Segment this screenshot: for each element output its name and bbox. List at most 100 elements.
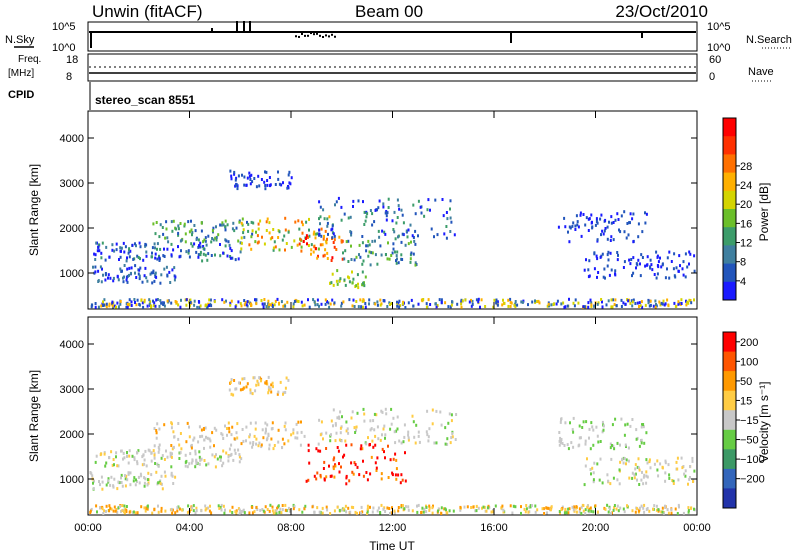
echo-cell xyxy=(197,238,200,242)
echo-cell xyxy=(693,298,695,302)
echo-cell xyxy=(186,421,189,425)
echo-cell xyxy=(390,302,393,305)
echo-cell xyxy=(138,274,141,278)
echo-cell xyxy=(633,476,636,480)
echo-cell xyxy=(95,241,98,245)
echo-cell xyxy=(547,302,550,306)
echo-cell xyxy=(249,433,251,437)
echo-cell xyxy=(217,504,220,508)
date-title: 23/Oct/2010 xyxy=(615,2,708,21)
echo-cell xyxy=(338,470,341,474)
echo-cell xyxy=(396,300,398,304)
echo-cell xyxy=(327,301,330,305)
echo-cell xyxy=(664,459,667,463)
echo-cell xyxy=(388,301,391,305)
echo-cell xyxy=(232,458,235,462)
echo-cell xyxy=(123,264,126,267)
echo-cell xyxy=(359,255,362,259)
echo-cell xyxy=(397,473,400,477)
echo-cell xyxy=(577,225,580,229)
echo-cell xyxy=(428,506,431,510)
echo-cell xyxy=(536,508,539,512)
echo-cell xyxy=(173,278,176,282)
echo-cell xyxy=(276,506,279,510)
echo-cell xyxy=(385,218,388,222)
echo-cell xyxy=(124,477,127,481)
echo-cell xyxy=(677,302,680,306)
echo-cell xyxy=(567,447,570,451)
echo-cell xyxy=(653,504,656,508)
echo-cell xyxy=(447,421,450,425)
echo-cell xyxy=(637,466,640,470)
echo-cell xyxy=(399,481,402,485)
echo-cell xyxy=(123,456,126,460)
echo-cell xyxy=(342,251,344,255)
echo-cell xyxy=(214,236,217,240)
echo-cell xyxy=(345,482,348,486)
echo-cell xyxy=(397,301,400,305)
echo-cell xyxy=(440,298,443,302)
echo-cell xyxy=(257,383,260,387)
echo-cell xyxy=(160,456,163,460)
echo-cell xyxy=(224,219,227,223)
echo-cell xyxy=(451,300,454,304)
echo-cell xyxy=(253,177,256,180)
echo-cell xyxy=(200,509,203,513)
echo-cell xyxy=(170,452,172,456)
echo-cell xyxy=(298,508,301,512)
echo-cell xyxy=(531,504,533,508)
echo-cell xyxy=(333,509,336,513)
echo-cell xyxy=(198,462,201,466)
echo-cell xyxy=(435,409,438,413)
echo-cell xyxy=(681,267,684,271)
echo-cell xyxy=(631,217,634,221)
echo-cell xyxy=(264,505,267,509)
echo-cell xyxy=(333,234,336,238)
echo-cell xyxy=(332,467,335,471)
echo-cell xyxy=(456,302,459,306)
echo-cell xyxy=(171,268,174,272)
echo-cell xyxy=(191,233,193,237)
echo-cell xyxy=(260,299,263,302)
echo-cell xyxy=(365,249,368,253)
echo-cell xyxy=(160,301,163,305)
echo-cell xyxy=(355,284,358,288)
echo-cell xyxy=(111,248,114,252)
echo-cell xyxy=(380,409,383,413)
echo-cell xyxy=(323,478,326,482)
echo-cell xyxy=(677,300,680,304)
echo-cell xyxy=(170,242,173,246)
echo-cell xyxy=(579,211,582,215)
echo-cell xyxy=(407,438,410,442)
echo-cell xyxy=(425,302,428,306)
echo-cell xyxy=(251,506,254,509)
echo-cell xyxy=(636,301,639,305)
echo-cell xyxy=(590,303,593,307)
echo-cell xyxy=(617,218,620,221)
echo-cell xyxy=(166,273,169,277)
echo-cell xyxy=(444,301,447,305)
echo-cell xyxy=(496,300,499,304)
echo-cell xyxy=(567,230,569,234)
nsky-dip xyxy=(328,35,330,38)
echo-cell xyxy=(450,220,453,224)
echo-cell xyxy=(208,509,211,513)
echo-cell xyxy=(283,424,286,428)
echo-cell xyxy=(132,257,135,261)
echo-cell xyxy=(326,508,329,512)
echo-cell xyxy=(375,469,378,472)
echo-cell xyxy=(620,214,623,218)
echo-cell xyxy=(190,242,193,246)
echo-cell xyxy=(682,273,685,277)
echo-cell xyxy=(356,411,359,415)
echo-cell xyxy=(221,433,224,437)
echo-cell xyxy=(243,299,246,302)
echo-cell xyxy=(684,469,687,473)
echo-cell xyxy=(395,429,398,433)
echo-cell xyxy=(582,420,585,424)
echo-cell xyxy=(193,436,196,440)
echo-cell xyxy=(317,247,320,251)
echo-cell xyxy=(640,300,643,304)
echo-cell xyxy=(400,441,403,445)
echo-cell xyxy=(620,298,623,302)
